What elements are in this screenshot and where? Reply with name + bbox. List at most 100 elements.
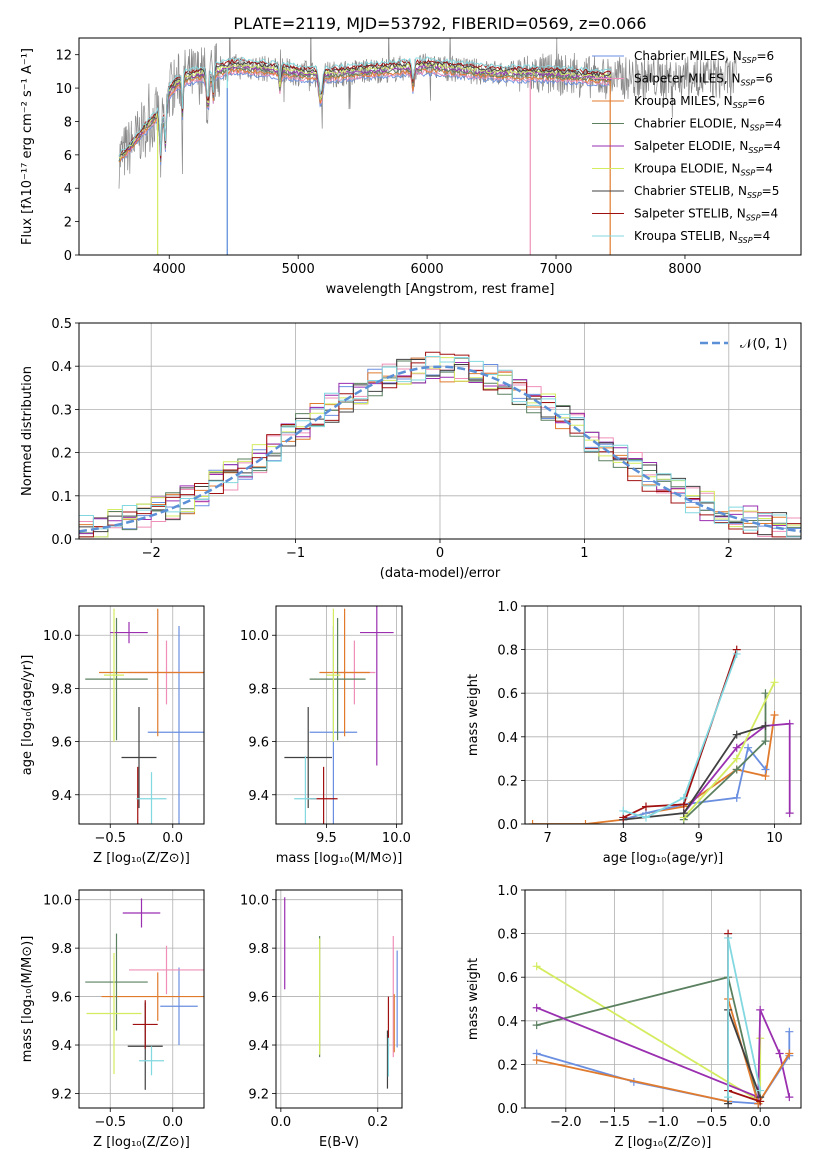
- x-tick-label: −0.5: [94, 831, 126, 846]
- y-tick-label: 1.0: [497, 884, 518, 899]
- x-tick-label: −0.5: [94, 1115, 126, 1130]
- mass-weight-marker-kr_miles: [528, 820, 537, 824]
- x-tick-label: 0.0: [271, 1115, 292, 1130]
- residual-histogram-sa_elodie: [79, 362, 801, 538]
- y-tick-label: 0.3: [51, 403, 72, 418]
- x-tick-label: 4000: [153, 262, 186, 277]
- mass_vs_Z-plot-area: [85, 898, 204, 1090]
- x-tick-label: −0.5: [696, 1115, 728, 1130]
- x-tick-label: 0.0: [162, 831, 183, 846]
- y-axis-label: Normed distribution: [20, 366, 35, 496]
- y-tick-label: 9.8: [51, 682, 72, 697]
- mass-weight-marker-kr_stelib: [732, 649, 741, 658]
- y-tick-label: 0.6: [497, 971, 518, 986]
- mass-weight-line-sa_stelib: [622, 649, 738, 819]
- spectrum-plot-area: [118, 38, 737, 255]
- mass-weight-marker-sa_stelib: [641, 802, 650, 811]
- y-tick-label: 9.4: [51, 789, 72, 804]
- age_vs_Z-plot-area: [85, 608, 204, 824]
- mass_vs_ebv-plot-area: [284, 897, 398, 1089]
- mw_vs_Z-plot-area: [532, 929, 794, 1108]
- mass-weight-marker-kr_stelib: [619, 806, 628, 815]
- mass-weight-marker-sa_elodie: [732, 743, 741, 752]
- y-tick-label: 0.2: [51, 447, 72, 462]
- x-axis-label: mass [log₁₀(M/M⊙)]: [276, 851, 403, 866]
- y-tick-label: 0: [64, 249, 72, 264]
- age_vs_mass-plot-area: [284, 606, 394, 824]
- y-tick-label: 10: [55, 82, 72, 97]
- x-tick-label: 0.2: [367, 1115, 388, 1130]
- y-tick-label: 0.2: [497, 1058, 518, 1073]
- legend-label: Chabrier STELIB, NSSP=5: [634, 184, 779, 200]
- mass-weight-marker-kr_elodie: [532, 962, 541, 971]
- x-tick-label: 7: [544, 831, 552, 846]
- y-tick-label: 9.6: [248, 991, 269, 1006]
- y-tick-label: 0.2: [497, 774, 518, 789]
- model-spectrum-kr_miles: [118, 67, 610, 163]
- residuals-plot-area: [79, 351, 801, 538]
- page-title: PLATE=2119, MJD=53792, FIBERID=0569, z=0…: [233, 14, 646, 33]
- y-tick-label: 9.4: [248, 1039, 269, 1054]
- legend-label: Kroupa MILES, NSSP=6: [634, 94, 765, 110]
- y-tick-label: 9.8: [248, 942, 269, 957]
- residual-histogram-ch_stelib: [79, 358, 801, 537]
- y-tick-label: 0.8: [497, 644, 518, 659]
- x-axis-label: (data-model)/error: [380, 566, 501, 581]
- normal-distribution-line: [79, 365, 801, 533]
- legend-label: Salpeter MILES, NSSP=6: [634, 72, 773, 88]
- y-tick-label: 9.6: [248, 736, 269, 751]
- data-spectrum-line: [118, 38, 737, 189]
- mass-weight-marker-kr_stelib: [724, 1093, 733, 1102]
- legend-label: Kroupa ELODIE, NSSP=4: [634, 162, 773, 178]
- mass-weight-line-kr_elodie: [536, 965, 762, 1104]
- x-axis-label: wavelength [Angstrom, rest frame]: [326, 282, 555, 297]
- x-tick-label: −2.0: [550, 1115, 582, 1130]
- y-tick-label: 2: [64, 216, 72, 231]
- mass-weight-line-ch_elodie: [683, 693, 767, 821]
- x-tick-label: 7000: [539, 262, 572, 277]
- mass-weight-marker-sa_elodie: [775, 1049, 784, 1058]
- y-tick-label: 9.4: [248, 789, 269, 804]
- y-axis-label: Flux [fλ10⁻¹⁷ erg cm⁻² s⁻¹ A⁻¹]: [20, 48, 35, 245]
- x-tick-label: 9: [695, 831, 703, 846]
- residual-histogram-kr_stelib: [79, 356, 801, 538]
- x-tick-label: 2: [725, 546, 733, 561]
- mass-weight-marker-kr_stelib: [724, 933, 733, 942]
- mass-weight-marker-kr_miles: [770, 711, 779, 719]
- x-tick-label: 0: [436, 546, 444, 561]
- x-tick-label: −2: [142, 546, 161, 561]
- x-axis-label: E(B-V): [319, 1135, 359, 1150]
- y-tick-label: 9.4: [51, 1039, 72, 1054]
- mass-weight-marker-sa_elodie: [785, 719, 794, 728]
- y-tick-label: 10.0: [43, 894, 72, 909]
- mass-weight-marker-sa_elodie: [785, 809, 794, 818]
- y-tick-label: 12: [55, 49, 72, 64]
- y-tick-label: 0.4: [497, 731, 518, 746]
- y-axis-label: mass weight: [466, 958, 481, 1040]
- mass-weight-marker-kr_stelib: [756, 1086, 765, 1095]
- y-tick-label: 9.2: [248, 1087, 269, 1102]
- model-spectrum-ch_stelib: [118, 59, 612, 159]
- axes-frame: [275, 889, 403, 1109]
- mass-weight-marker-ch_elodie: [732, 765, 741, 774]
- y-tick-label: 0.1: [51, 490, 72, 505]
- mass-weight-marker-ch_stelib: [761, 721, 770, 730]
- legend-label: 𝒩(0, 1): [740, 337, 787, 352]
- x-axis-label: Z [log₁₀(Z/Z⊙)]: [93, 1135, 190, 1150]
- age_vs_Z-panel: −0.5 0.0 9.4 9.6 9.8 10.0 Z [log₁₀(Z/Z⊙)] age […: [20, 605, 205, 866]
- axes-frame: [78, 37, 802, 256]
- model-spectrum-sa_stelib: [118, 58, 612, 159]
- y-tick-label: 1.0: [497, 600, 518, 615]
- mass-weight-marker-ch_elodie: [761, 737, 770, 746]
- mass-weight-marker-ch_stelib: [679, 809, 688, 818]
- mw_vs_age-panel: 7 8 9 10 0.0 0.2 0.4 0.6 0.8 1.0 age [log₁₀(age/yr…: [466, 600, 802, 866]
- x-axis-label: Z [log₁₀(Z/Z⊙)]: [615, 1135, 712, 1150]
- mass-weight-marker-ch_stelib: [732, 730, 741, 739]
- x-tick-label: −1.5: [599, 1115, 631, 1130]
- y-tick-label: 8: [64, 115, 72, 130]
- mass-weight-line-kr_miles: [532, 714, 776, 824]
- mass-weight-marker-ch_elodie: [532, 1021, 541, 1030]
- y-tick-label: 0.0: [497, 1102, 518, 1117]
- x-tick-label: 0.0: [162, 1115, 183, 1130]
- y-tick-label: 0.0: [51, 533, 72, 548]
